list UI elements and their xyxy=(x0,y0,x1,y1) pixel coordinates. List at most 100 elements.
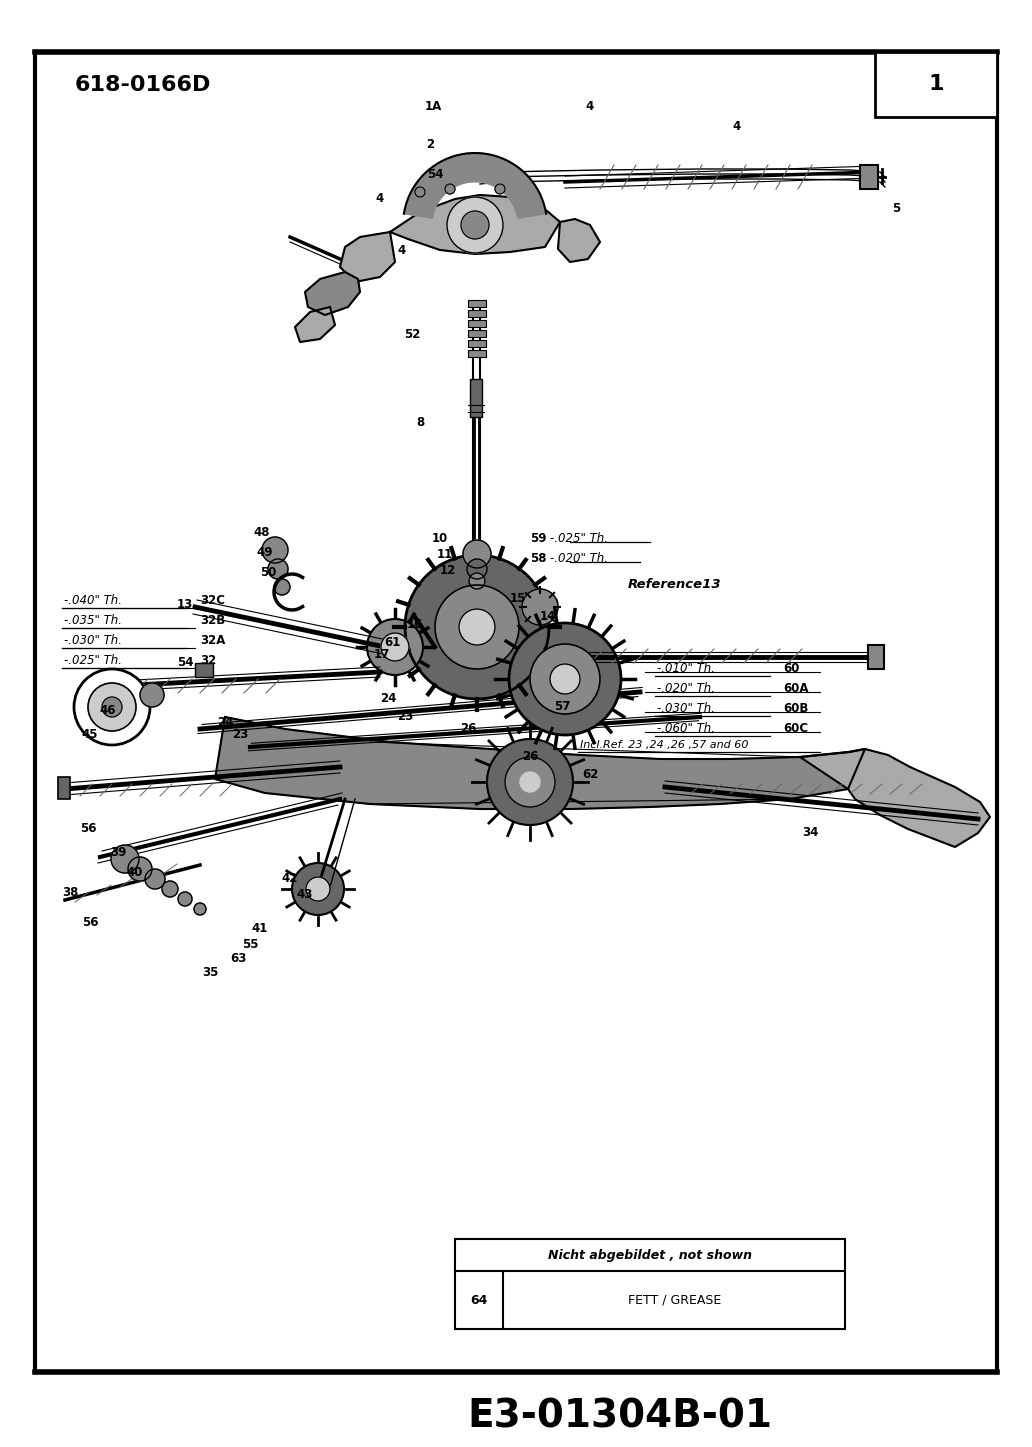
Text: 15: 15 xyxy=(510,592,526,605)
Text: 59: 59 xyxy=(530,532,547,546)
Bar xyxy=(58,777,70,799)
Circle shape xyxy=(367,619,423,674)
Text: 24: 24 xyxy=(217,715,233,728)
Text: 1A: 1A xyxy=(424,100,442,113)
Text: 8: 8 xyxy=(416,415,424,428)
Text: 45: 45 xyxy=(82,728,98,741)
Text: 35: 35 xyxy=(202,967,218,980)
Bar xyxy=(470,379,482,417)
Bar xyxy=(467,330,486,337)
Text: 32A: 32A xyxy=(200,634,225,647)
Text: 32C: 32C xyxy=(200,595,225,608)
Text: 38: 38 xyxy=(62,886,78,899)
Circle shape xyxy=(463,540,491,569)
Text: 50: 50 xyxy=(260,566,277,579)
Text: -.010" Th.: -.010" Th. xyxy=(657,663,715,676)
Circle shape xyxy=(102,697,122,718)
Text: -.020" Th.: -.020" Th. xyxy=(657,683,715,696)
Circle shape xyxy=(447,197,503,253)
Text: 63: 63 xyxy=(230,952,247,965)
Text: 23: 23 xyxy=(397,710,413,724)
Text: 54: 54 xyxy=(427,168,444,181)
Circle shape xyxy=(495,184,505,194)
Text: 42: 42 xyxy=(282,873,298,886)
Text: -.025" Th.: -.025" Th. xyxy=(550,532,608,546)
Text: 17: 17 xyxy=(374,647,390,660)
Circle shape xyxy=(550,664,580,695)
Polygon shape xyxy=(295,307,335,341)
Text: 10: 10 xyxy=(431,532,448,546)
Text: 23: 23 xyxy=(232,728,248,741)
Circle shape xyxy=(268,559,288,579)
Circle shape xyxy=(140,683,164,708)
Circle shape xyxy=(275,579,290,595)
Text: 26: 26 xyxy=(460,722,476,735)
Text: 55: 55 xyxy=(241,938,258,951)
Circle shape xyxy=(415,187,425,197)
Text: 60C: 60C xyxy=(783,722,808,735)
Polygon shape xyxy=(404,153,546,218)
Circle shape xyxy=(520,773,540,792)
Circle shape xyxy=(505,757,555,807)
Bar xyxy=(467,350,486,357)
Circle shape xyxy=(445,184,455,194)
Circle shape xyxy=(509,624,621,735)
Bar xyxy=(455,1239,845,1328)
Circle shape xyxy=(487,739,573,825)
Bar xyxy=(868,645,884,669)
Circle shape xyxy=(128,857,152,881)
Text: 60A: 60A xyxy=(783,683,808,696)
Circle shape xyxy=(459,609,495,645)
Text: 2: 2 xyxy=(426,139,434,152)
Circle shape xyxy=(262,537,288,563)
Text: 5: 5 xyxy=(892,203,900,216)
Bar xyxy=(467,310,486,317)
Text: 56: 56 xyxy=(82,916,98,929)
Text: 16: 16 xyxy=(407,618,423,631)
Text: 39: 39 xyxy=(109,845,126,858)
Text: -.030" Th.: -.030" Th. xyxy=(657,702,715,715)
Text: 46: 46 xyxy=(100,703,117,716)
Circle shape xyxy=(162,881,178,897)
Circle shape xyxy=(307,877,330,901)
Text: 618-0166D: 618-0166D xyxy=(75,75,212,96)
Text: 52: 52 xyxy=(404,327,420,340)
Text: 32: 32 xyxy=(200,654,217,667)
Text: Incl.Ref. 23 ,24 ,26 ,57 and 60: Incl.Ref. 23 ,24 ,26 ,57 and 60 xyxy=(580,739,748,750)
Text: 54: 54 xyxy=(176,655,193,669)
Text: 62: 62 xyxy=(582,768,599,781)
Text: 1: 1 xyxy=(928,74,943,94)
Text: 64: 64 xyxy=(471,1294,488,1307)
Circle shape xyxy=(381,632,409,661)
Polygon shape xyxy=(800,750,990,846)
Circle shape xyxy=(469,573,485,589)
Text: 60B: 60B xyxy=(783,702,808,715)
Bar xyxy=(875,52,997,117)
Text: 4: 4 xyxy=(733,120,741,133)
Text: 60: 60 xyxy=(783,663,800,676)
Text: FETT / GREASE: FETT / GREASE xyxy=(628,1294,721,1307)
Polygon shape xyxy=(215,718,865,809)
Text: 26: 26 xyxy=(522,751,538,764)
Bar xyxy=(195,663,213,677)
Circle shape xyxy=(405,556,549,699)
Text: 24: 24 xyxy=(380,693,396,706)
Bar xyxy=(860,165,878,190)
Text: 11: 11 xyxy=(437,547,453,560)
Text: 56: 56 xyxy=(79,822,96,835)
Polygon shape xyxy=(305,272,360,315)
Text: 4: 4 xyxy=(398,245,407,258)
Text: 43: 43 xyxy=(297,888,313,901)
Text: 14: 14 xyxy=(540,611,556,624)
Text: 4: 4 xyxy=(586,100,594,113)
Polygon shape xyxy=(558,218,600,262)
Circle shape xyxy=(146,870,165,888)
Circle shape xyxy=(111,845,139,873)
Text: 58: 58 xyxy=(530,553,547,566)
Circle shape xyxy=(88,683,136,731)
Polygon shape xyxy=(390,195,560,255)
Text: 57: 57 xyxy=(554,700,571,713)
Bar xyxy=(467,300,486,307)
Text: 34: 34 xyxy=(802,825,818,838)
Text: 49: 49 xyxy=(257,546,273,559)
